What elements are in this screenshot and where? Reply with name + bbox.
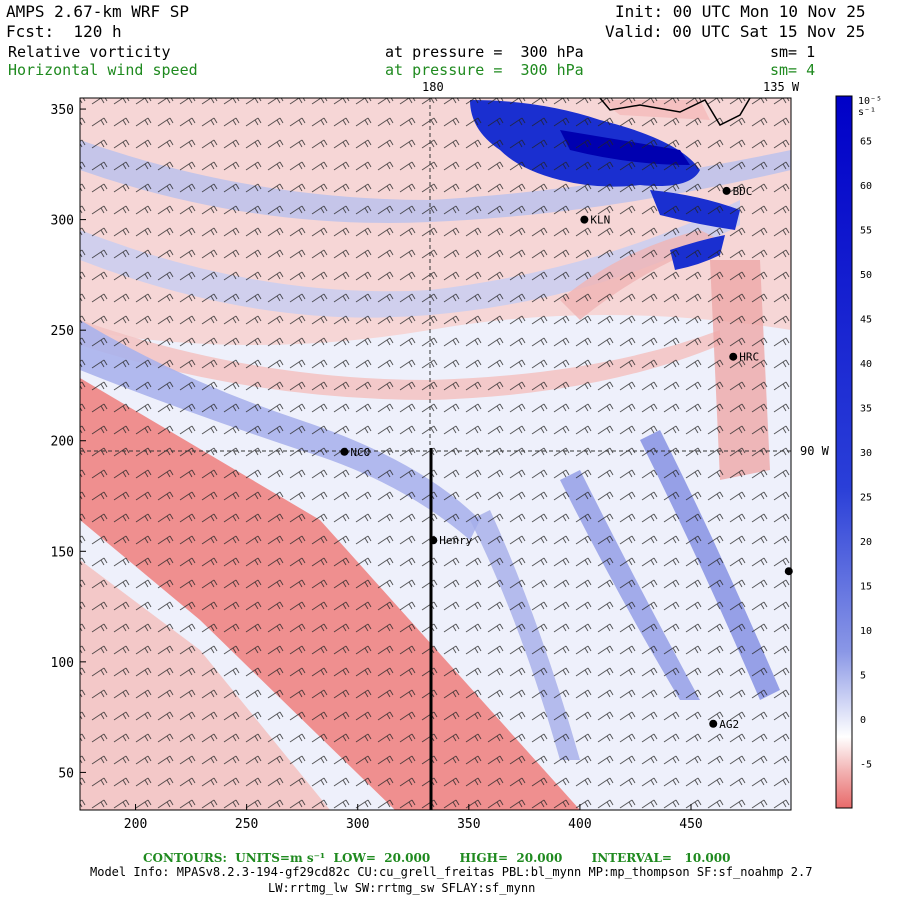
map-field [80,98,791,810]
field-1-level: at pressure = 300 hPa [385,43,584,61]
colorbar-tick-label: -5 [860,760,872,771]
contours-info: CONTOURS: UNITS=m s⁻¹ LOW= 20.000 HIGH= … [143,851,731,865]
field-2-smoothing: sm= 4 [770,61,816,79]
field-1-name: Relative vorticity [8,43,171,61]
meridian-label-180: 180 [422,80,444,94]
field-2-name: Horizontal wind speed [8,61,198,79]
colorbar-tick-label: 0 [860,715,866,726]
station-label: BDC [733,185,753,198]
colorbar-tick-label: 10 [860,626,872,637]
parallel-label-90w: 90 W [800,444,829,458]
y-tick-label: 150 [51,545,74,560]
x-tick-label: 200 [124,817,147,832]
model-info-physics: LW:rrtmg_lw SW:rrtmg_sw SFLAY:sf_mynn [268,881,536,895]
colorbar [835,95,853,809]
x-tick-label: 250 [235,817,258,832]
x-tick-label: 400 [568,817,591,832]
colorbar-units: 10⁻⁵ s⁻¹ [858,96,883,118]
colorbar-tick-label: 15 [860,582,872,593]
x-tick-label: 300 [346,817,369,832]
field-2-level: at pressure = 300 hPa [385,61,584,79]
station-markers: BDC KLN HRC NCO Henry AG2 [340,185,793,731]
valid-time: Valid: 00 UTC Sat 15 Nov 25 [605,22,866,41]
station-dot [722,186,731,195]
colorbar-tick-label: 60 [860,181,872,192]
y-tick-label: 100 [51,656,74,671]
model-info: Model Info: MPASv8.2.3-194-gf29cd82c CU:… [90,865,813,879]
station-label: AG2 [719,718,739,731]
station-label: HRC [739,351,759,364]
x-tick-label: 450 [679,817,702,832]
station-label: KLN [590,214,610,227]
y-tick-label: 200 [51,435,74,450]
station-dot [580,215,589,224]
station-dot [429,536,438,545]
x-tick-label: 350 [457,817,480,832]
colorbar-tick-label: 45 [860,315,872,326]
colorbar-tick-label: 20 [860,537,872,548]
station-dot [709,719,718,728]
field-1-smoothing: sm= 1 [770,43,816,61]
colorbar-tick-label: 55 [860,226,872,237]
station-dot [729,352,738,361]
colorbar-tick-label: 35 [860,404,872,415]
colorbar-tick-label: 40 [860,359,872,370]
y-tick-label: 300 [51,214,74,229]
model-title: AMPS 2.67-km WRF SP [6,2,190,21]
colorbar-tick-label: 5 [860,671,866,682]
forecast-hour: Fcst: 120 h [6,22,122,41]
init-time: Init: 00 UTC Mon 10 Nov 25 [615,2,866,21]
x-axis-ticks: 200 250 300 350 400 450 [124,804,703,832]
y-tick-label: 50 [58,766,74,781]
colorbar-tick-label: 50 [860,270,872,281]
colorbar-tick-label: 30 [860,448,872,459]
meridian-label-135w: 135 W [763,80,800,94]
station-dot [340,447,349,456]
station-label: NCO [350,446,370,459]
station-label: Henry [439,534,472,547]
y-tick-label: 250 [51,324,74,339]
colorbar-tick-label: 65 [860,137,872,148]
colorbar-tick-label: 25 [860,493,872,504]
station-dot [784,567,793,576]
y-axis-ticks: 350 300 250 200 150 100 50 [51,103,86,781]
y-tick-label: 350 [51,103,74,118]
